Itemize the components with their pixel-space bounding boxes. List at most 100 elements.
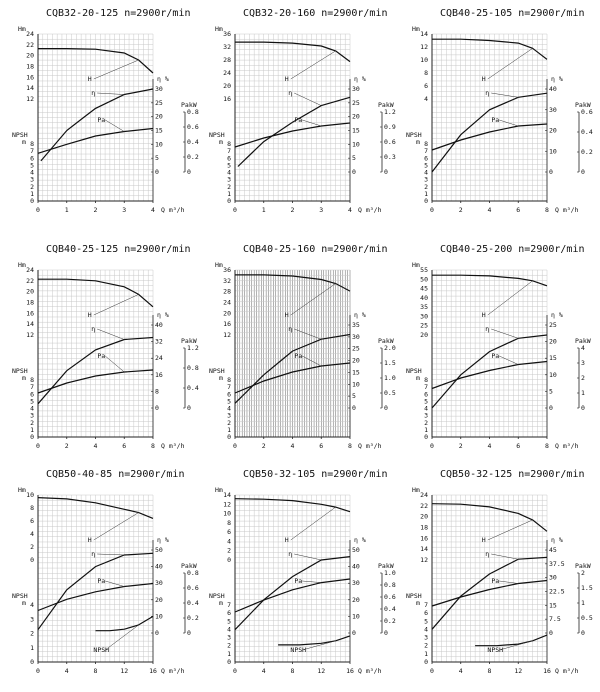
series-eff-curve [431, 556, 548, 630]
head-tick-label: 55 [420, 266, 428, 274]
series-P-leader [105, 119, 125, 132]
power-tick-label: 0 [581, 629, 585, 637]
npsh-tick-label: 1 [424, 426, 428, 434]
power-tick-label: 0.8 [384, 581, 396, 589]
head-tick-label: 0 [227, 556, 231, 564]
series-eff-leader [97, 328, 125, 340]
power-tick-label: 0.4 [384, 605, 396, 613]
x-axis-label: Q m³/h [555, 667, 579, 675]
x-axis-label: Q m³/h [555, 442, 579, 450]
pump-curve-panel: CQB50-40-85 n=2900r/min 0 4 8 12 16 Q m³/h 0 2 4 6… [8, 465, 204, 690]
x-axis-label: Q m³/h [161, 442, 185, 450]
npsh-tick-label: 5 [227, 397, 231, 405]
head-tick-label: 22 [420, 502, 428, 510]
power-tick-label: 0 [187, 168, 191, 176]
head-tick-label: 24 [26, 30, 34, 38]
head-axis-label: Hm [215, 261, 223, 269]
series-P-leader [302, 580, 322, 583]
x-tick-label: 16 [149, 667, 157, 675]
series-eff-curve [40, 88, 154, 162]
series-NPSH-label: NPSH [487, 646, 503, 654]
npsh-tick-label: 5 [30, 161, 34, 169]
series-NPSH-curve [475, 634, 548, 647]
series-eff-curve [37, 336, 154, 405]
npsh-tick-label: 3 [227, 176, 231, 184]
series-P-label: Pa [294, 577, 302, 585]
efficiency-tick-label: 35 [352, 321, 360, 329]
power-tick-label: 0.8 [187, 364, 199, 372]
power-axis-label: PakW [378, 337, 394, 345]
npsh-tick-label: 3 [227, 634, 231, 642]
power-tick-label: 1 [581, 599, 585, 607]
npsh-axis-label: NPSH [12, 367, 28, 375]
power-tick-label: 0.6 [581, 108, 593, 116]
efficiency-tick-label: 45 [549, 546, 557, 554]
efficiency-tick-label: 0 [352, 629, 356, 637]
series-P-curve [37, 369, 154, 394]
efficiency-tick-label: 5 [352, 392, 356, 400]
head-tick-label: 28 [223, 56, 231, 64]
head-tick-label: 10 [420, 56, 428, 64]
npsh-axis-label: NPSH [209, 131, 225, 139]
x-axis-label: Q m³/h [358, 442, 382, 450]
series-eff-curve [234, 556, 351, 631]
efficiency-tick-label: 20 [352, 357, 360, 365]
head-tick-label: 32 [223, 43, 231, 51]
series-eff-label: η [288, 325, 292, 333]
head-tick-label: 2 [30, 543, 34, 551]
efficiency-tick-label: 50 [352, 546, 360, 554]
head-tick-label: 30 [420, 312, 428, 320]
head-tick-label: 8 [30, 504, 34, 512]
x-tick-label: 0 [233, 206, 237, 214]
npsh-tick-label: 8 [227, 376, 231, 384]
series-H-leader [487, 519, 533, 541]
power-tick-label: 0 [384, 629, 388, 637]
x-tick-label: 4 [94, 442, 98, 450]
x-tick-label: 4 [151, 206, 155, 214]
series-H-label: H [88, 311, 92, 319]
npsh-axis-unit: m [22, 599, 26, 607]
efficiency-axis-label: η % [157, 536, 169, 544]
npsh-tick-label: 0 [30, 658, 34, 666]
power-tick-label: 1.5 [581, 584, 593, 592]
npsh-tick-label: 3 [424, 634, 428, 642]
head-tick-label: 24 [223, 69, 231, 77]
efficiency-tick-label: 30 [549, 106, 557, 114]
series-eff-curve [37, 552, 154, 631]
power-axis-label: PakW [378, 101, 394, 109]
npsh-axis-label: NPSH [12, 592, 28, 600]
series-P-label: Pa [491, 577, 499, 585]
head-tick-label: 22 [26, 277, 34, 285]
series-H-leader [487, 48, 533, 80]
head-axis-label: Hm [412, 486, 420, 494]
power-tick-label: 0.6 [187, 123, 199, 131]
head-tick-label: 22 [26, 41, 34, 49]
efficiency-tick-label: 20 [155, 596, 163, 604]
power-tick-label: 1.2 [384, 108, 396, 116]
chart-title: CQB50-32-125 n=2900r/min [440, 469, 585, 480]
power-tick-label: 1.0 [384, 374, 396, 382]
pump-curve-panel: CQB32-20-125 n=2900r/min 0 1 2 3 4 Q m³/h 12 14 1… [8, 4, 204, 229]
npsh-tick-label: 7 [227, 147, 231, 155]
head-axis-label: Hm [215, 486, 223, 494]
series-H-leader [487, 280, 533, 316]
series-P-leader [302, 119, 322, 127]
head-tick-label: 24 [223, 299, 231, 307]
pump-curve-panel: CQB40-25-125 n=2900r/min 0 2 4 6 8 Q m³/h 12 14 1… [8, 240, 204, 465]
npsh-tick-label: 4 [424, 625, 428, 633]
series-eff-curve [431, 92, 548, 173]
npsh-axis-unit: m [219, 138, 223, 146]
x-tick-label: 8 [545, 442, 549, 450]
power-tick-label: 3 [581, 359, 585, 367]
efficiency-tick-label: 32 [155, 338, 163, 346]
x-tick-label: 12 [317, 667, 325, 675]
efficiency-tick-label: 15 [549, 354, 557, 362]
power-axis-label: PakW [575, 101, 591, 109]
series-H-label: H [285, 75, 289, 83]
efficiency-tick-label: 0 [155, 629, 159, 637]
head-tick-label: 16 [26, 309, 34, 317]
x-tick-label: 4 [348, 206, 352, 214]
efficiency-tick-label: 15 [352, 368, 360, 376]
